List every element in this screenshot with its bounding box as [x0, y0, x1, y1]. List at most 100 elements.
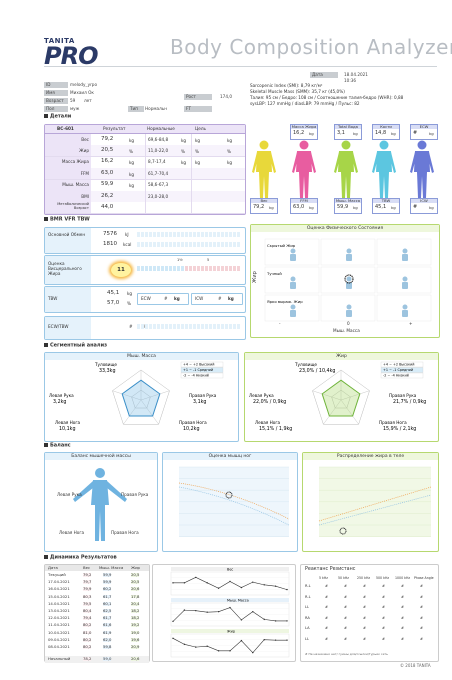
reactance-title: Реактанс Резистанс	[305, 567, 356, 572]
figure-badge-label: Кости	[373, 125, 399, 129]
scale-cell	[137, 266, 141, 271]
dyn-chart-title: Жир	[227, 629, 235, 633]
scale-cell	[149, 242, 153, 247]
dyn-row-date: 08.04.2021	[48, 644, 70, 649]
dyn-chart-title: Вес	[227, 567, 233, 571]
details-row-goal-unit: kg	[195, 137, 201, 143]
details-sep	[145, 156, 146, 168]
details-row-goal-unit: %	[195, 148, 199, 154]
scale-cell	[221, 232, 225, 237]
scale-cell	[201, 266, 205, 271]
scale-cell	[181, 232, 185, 237]
dyn-point	[252, 610, 254, 613]
react-row: LL	[305, 605, 310, 609]
scale-cell	[177, 266, 181, 271]
scale-cell	[213, 242, 217, 247]
dyn-row-weight: 79,9	[83, 586, 92, 592]
react-cell: #	[325, 615, 329, 620]
scale-cell	[145, 242, 149, 247]
scale-cell	[189, 266, 193, 271]
dyn-row-weight: 80,4	[83, 608, 92, 613]
react-cell: #	[420, 636, 424, 641]
details-sep	[145, 191, 146, 202]
type-label: Тип	[128, 106, 144, 112]
react-cell: #	[401, 584, 405, 588]
react-cell: #	[325, 626, 329, 630]
figure-badge-value: #	[413, 130, 418, 136]
scale-cell	[177, 242, 181, 247]
scale-cell	[157, 242, 161, 247]
radar-label: Правая Нога	[379, 420, 407, 425]
details-row-name: FFM	[80, 170, 89, 176]
tbw-pct-unit: %	[127, 301, 131, 306]
dyn-point	[229, 650, 231, 652]
scale-cell	[229, 232, 233, 237]
scale-cell	[185, 242, 189, 247]
react-cell: #	[363, 626, 367, 630]
details-row-value: 16,2	[101, 158, 114, 165]
radar-value: 3,2kg	[53, 399, 66, 405]
dyn-point	[274, 639, 277, 641]
scale-cell	[213, 232, 217, 237]
scale-cell	[221, 266, 225, 271]
scale-cell	[237, 324, 241, 329]
tbw-box: TBW 45,1 kg 57,0 % ECW # kg ICW # kg	[44, 286, 246, 313]
react-cell: #	[325, 594, 329, 599]
radar-value: 33,3kg	[99, 368, 116, 374]
dyn-row-weight: 80,3	[83, 593, 92, 599]
reactance-note: # Не назначено нет/ гуюны для/ссылки/Гур…	[305, 652, 388, 656]
scale-cell	[225, 242, 229, 247]
scale-cell	[149, 324, 153, 329]
details-sep	[145, 134, 146, 145]
scale-cell	[197, 242, 201, 247]
scale-cell	[141, 324, 145, 329]
brand-pro-logo: PRO	[44, 42, 98, 70]
details-header	[45, 125, 245, 134]
scale-cell	[201, 232, 205, 237]
dyn-row-weight: 81,0	[83, 629, 92, 635]
figure-badge-unit: kg	[353, 131, 358, 136]
scale-cell	[209, 242, 213, 247]
details-row-name: Метаболический Возраст	[57, 202, 89, 211]
dyn-row-fat: 20,6	[131, 586, 140, 592]
scale-cell	[141, 232, 145, 237]
radar-area	[121, 379, 161, 417]
bmr-kcal-unit: kcal	[123, 242, 132, 247]
dyn-col-date: Дата	[48, 565, 58, 570]
scale-cell	[165, 232, 169, 237]
segment-fat-title: Жир	[245, 353, 438, 360]
figure-badge-unit: kg	[391, 131, 396, 136]
ecwtbw-value: #	[129, 324, 133, 329]
dyn-row-fat: 17,8	[131, 593, 140, 599]
react-cell: #	[363, 594, 367, 599]
age-unit: лет	[84, 98, 92, 103]
dyn-point	[252, 581, 254, 583]
scale-cell	[161, 242, 165, 247]
react-cell: #	[363, 636, 367, 641]
scale-cell	[181, 266, 185, 271]
figure-badge-value: 3,1	[337, 130, 345, 136]
scale-cell	[181, 324, 185, 329]
page-title: Body Composition Analyzer	[170, 35, 452, 59]
scale-cell	[181, 242, 185, 247]
details-row-normal: 11,0-22,0	[148, 147, 169, 153]
react-cell: #	[382, 636, 386, 641]
body-figure	[410, 140, 434, 198]
details-row-label-bg	[45, 191, 91, 202]
age-value: 59	[70, 98, 76, 103]
details-row-value: 59,9	[101, 181, 114, 188]
bmr-kcal-value: 1810	[103, 241, 117, 247]
react-cell: #	[325, 636, 329, 641]
dyn-point	[172, 637, 174, 640]
scale-cell	[217, 324, 221, 329]
segment-fat-panel: Жир Туловище 23,0% / 10,4kg Правая Рука 21,…	[244, 352, 439, 442]
scale-cell	[193, 266, 197, 271]
react-row: RA	[305, 615, 310, 620]
scale-cell	[169, 232, 173, 237]
dyn-col-muscle: Мыш. Масса	[99, 565, 124, 570]
scale-cell	[161, 266, 165, 271]
bmr-kj-value: 7576	[103, 231, 117, 237]
dyn-row-muscle: 59,9	[103, 579, 112, 585]
id-label: ID	[44, 82, 68, 88]
dyn-row-date: 11.04.2021	[48, 622, 70, 628]
